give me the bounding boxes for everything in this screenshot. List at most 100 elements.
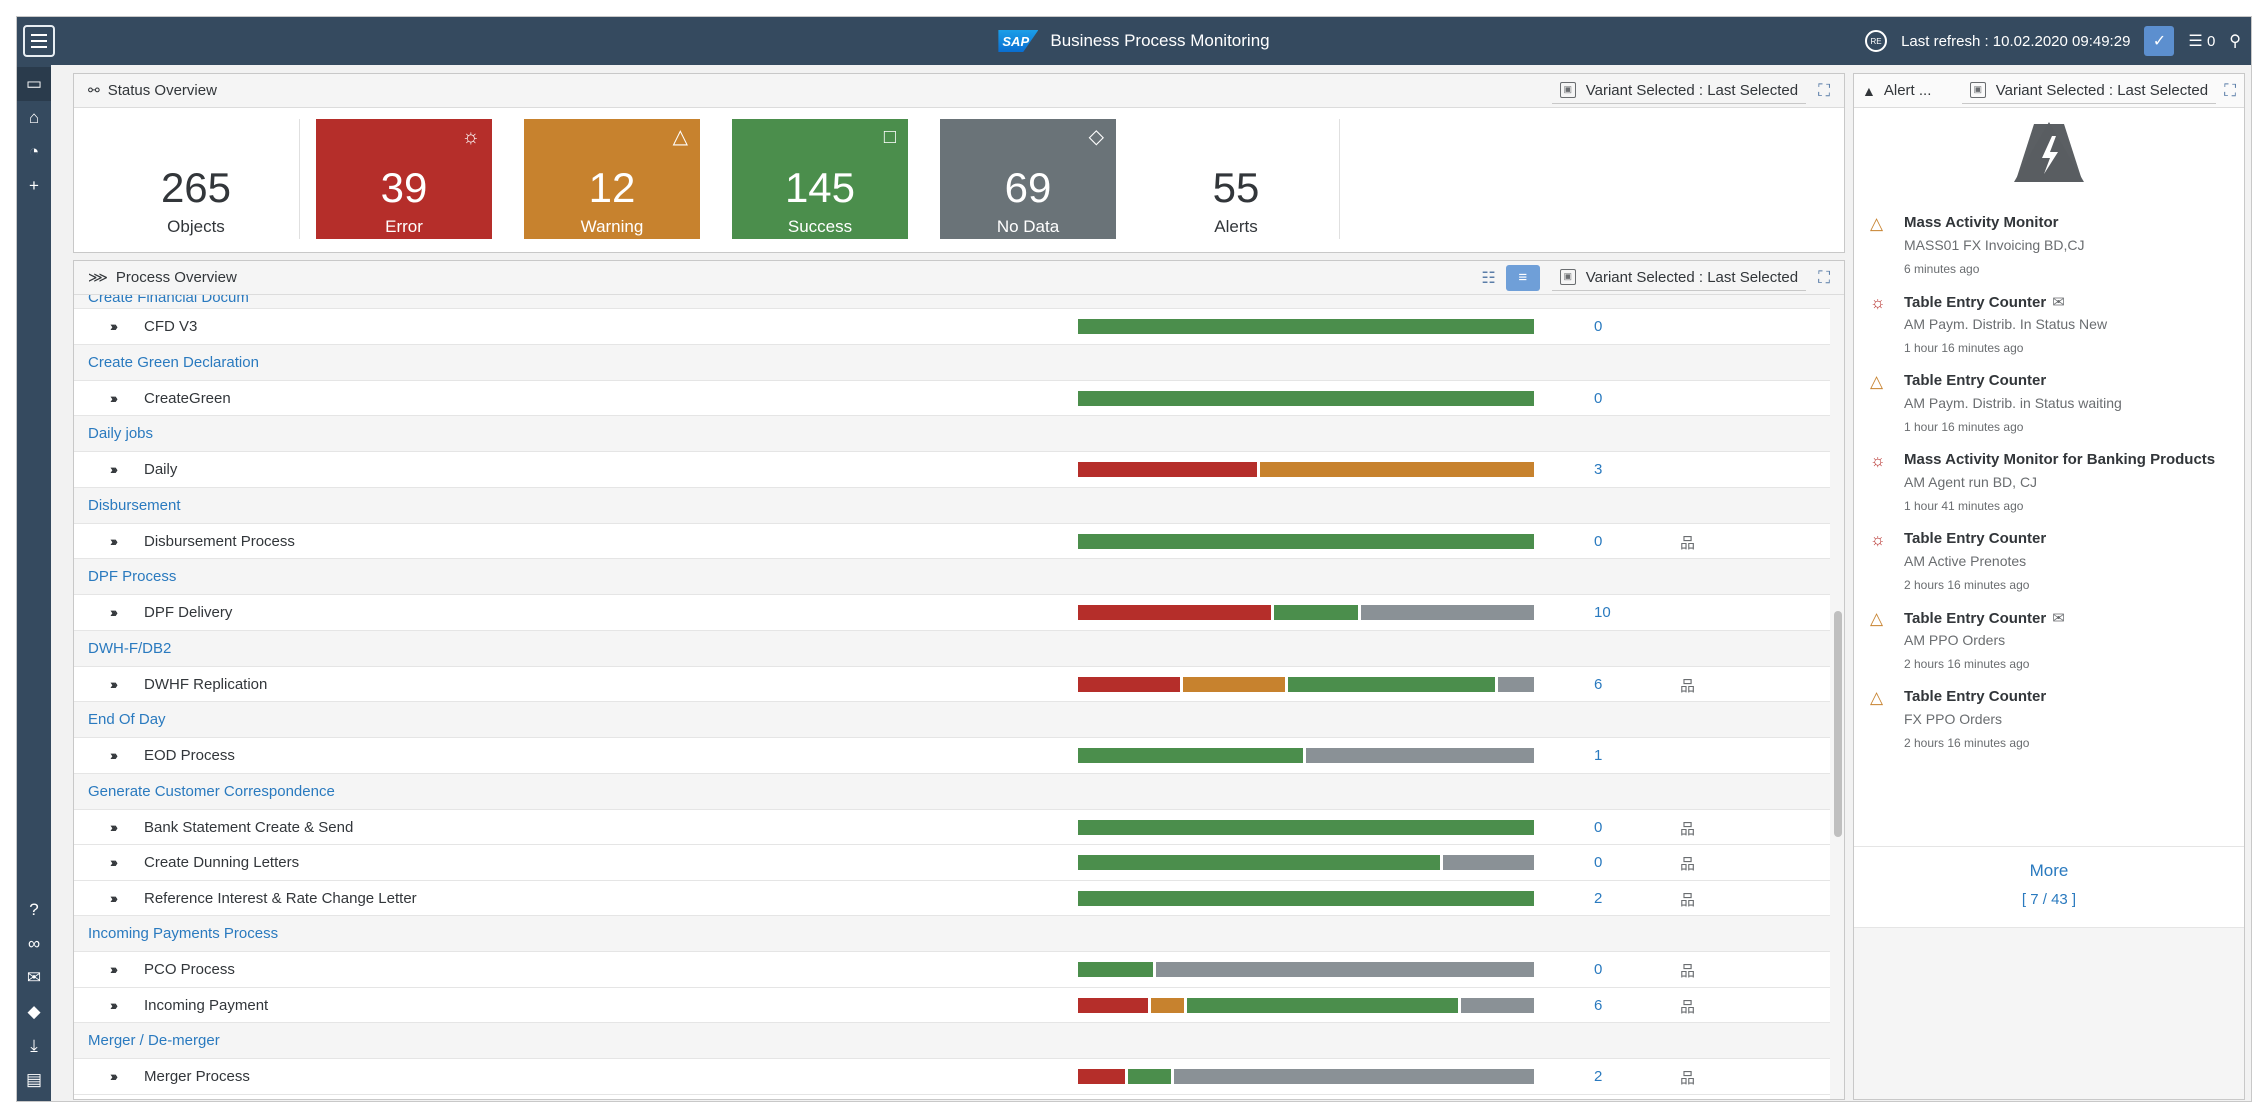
process-name[interactable]: Bank Statement Create & Send <box>144 818 354 836</box>
help-icon[interactable]: ? <box>29 900 39 919</box>
user-icon[interactable]: ⚲ <box>2229 33 2241 50</box>
process-alert-count[interactable]: 1 <box>1594 747 1603 764</box>
process-alert-count[interactable]: 0 <box>1594 318 1603 335</box>
add-icon[interactable]: + <box>29 176 39 195</box>
alert-item[interactable]: ☼ Mass Activity Monitor for Banking Produ… <box>1870 451 2234 530</box>
status-bar[interactable] <box>1078 890 1534 906</box>
alert-item[interactable]: △ Table Entry Counter ✉ AM PPO Orders 2 hour… <box>1870 609 2234 688</box>
process-row[interactable]: ›››DWHF Replication136品 <box>74 666 1830 702</box>
alert-title[interactable]: Mass Activity Monitor <box>1904 214 2058 231</box>
hierarchy-icon[interactable]: ⌂ <box>28 108 40 127</box>
process-name[interactable]: DWHF Replication <box>144 675 268 693</box>
process-name[interactable]: CFD V3 <box>144 318 198 335</box>
variant-selector[interactable]: ▣ Variant Selected : Last Selected <box>1551 78 1807 104</box>
status-tile-alerts[interactable]: 55 Alerts <box>1148 119 1340 239</box>
fullscreen-icon[interactable]: ⛶ <box>2224 80 2236 100</box>
alert-variant-selector[interactable]: ▣ Variant Selected : Last Selected <box>1961 78 2217 104</box>
process-name[interactable]: Merger Process <box>144 1068 250 1085</box>
process-row[interactable]: ›››Merger Process192品 <box>74 1059 1830 1095</box>
process-alert-count[interactable]: 6 <box>1594 996 1603 1014</box>
alert-item[interactable]: △ Table Entry Counter AM Paym. Distrib. in… <box>1870 372 2234 451</box>
clipboard-icon[interactable]: ▤ <box>25 1070 43 1089</box>
tag-icon[interactable]: ◆ <box>27 1002 41 1021</box>
dashboard-icon[interactable]: ◔ <box>28 142 40 161</box>
process-name[interactable]: Disbursement Process <box>144 532 295 550</box>
status-bar[interactable] <box>1078 462 1534 477</box>
alert-item[interactable]: △ Table Entry Counter FX PPO Orders 2 hours… <box>1870 688 2234 767</box>
process-row[interactable]: ›››DPF Delivery2110 <box>74 595 1830 631</box>
process-name[interactable]: Daily <box>144 461 178 478</box>
process-row[interactable]: ›››CFD V340 <box>74 309 1830 345</box>
email-icon[interactable]: ✉ <box>26 968 42 987</box>
monitor-icon[interactable]: ▭ <box>17 67 51 101</box>
process-variant-selector[interactable]: ▣ Variant Selected : Last Selected <box>1551 265 1807 291</box>
alert-title[interactable]: Table Entry Counter <box>1904 688 2046 705</box>
group-header[interactable]: DPF Process <box>74 559 1830 595</box>
group-header[interactable]: Disbursement <box>74 487 1830 524</box>
process-alert-count[interactable]: 3 <box>1594 461 1603 478</box>
alert-item[interactable]: △ Mass Activity Monitor MASS01 FX Invoicin… <box>1870 214 2234 293</box>
list-view-icon[interactable]: ☷ <box>1481 269 1496 287</box>
process-alert-count[interactable]: 10 <box>1594 604 1611 621</box>
link-icon[interactable]: ∞ <box>27 934 41 953</box>
group-header[interactable]: DWH-F/DB2 <box>74 630 1830 667</box>
process-alert-count[interactable]: 2 <box>1594 889 1603 907</box>
status-bar[interactable] <box>1078 319 1534 334</box>
process-alert-count[interactable]: 6 <box>1594 675 1603 693</box>
group-header[interactable]: Create Green Declaration <box>74 344 1830 381</box>
download-icon[interactable]: ⤓ <box>30 1036 38 1055</box>
status-tile-objects[interactable]: 265 Objects <box>108 119 300 239</box>
status-tile-success[interactable]: □ 145 Success <box>732 119 908 239</box>
process-name[interactable]: Incoming Payment <box>144 996 269 1014</box>
bar-view-icon[interactable]: ≡ <box>1505 264 1540 291</box>
hierarchy-icon[interactable]: 品 <box>1680 891 1696 909</box>
process-row[interactable]: ›››PCO Process60品 <box>74 952 1830 988</box>
more-button[interactable]: More <box>2029 861 2069 880</box>
alert-title[interactable]: Mass Activity Monitor for Banking Produc… <box>1904 451 2215 468</box>
status-bar[interactable] <box>1078 819 1534 835</box>
alert-title[interactable]: Table Entry Counter ✉ <box>1904 293 2065 311</box>
auto-refresh-toggle-icon[interactable]: ✓ <box>2144 26 2175 56</box>
hierarchy-icon[interactable]: 品 <box>1680 820 1696 838</box>
alert-title[interactable]: Table Entry Counter <box>1904 372 2046 389</box>
process-row[interactable]: ›››Create Dunning Letters50品 <box>74 845 1830 881</box>
status-bar[interactable] <box>1078 390 1534 406</box>
process-name[interactable]: Create Dunning Letters <box>144 854 300 871</box>
process-name[interactable]: PCO Process <box>144 961 235 978</box>
notifications-button[interactable]: ☰ 0 <box>2188 31 2215 51</box>
hierarchy-icon[interactable]: 品 <box>1680 998 1696 1016</box>
status-bar[interactable] <box>1078 855 1534 870</box>
hierarchy-icon[interactable]: 品 <box>1680 856 1696 873</box>
process-alert-count[interactable]: 0 <box>1594 389 1603 407</box>
hierarchy-icon[interactable]: 品 <box>1680 963 1696 980</box>
process-row[interactable]: ›››EOD Process21 <box>74 738 1830 774</box>
refresh-icon[interactable]: RE <box>1865 30 1888 52</box>
status-tile-warning[interactable]: △ 12 Warning <box>524 119 700 239</box>
status-tile-no-data[interactable]: ◇ 69 No Data <box>940 119 1116 239</box>
status-bar[interactable] <box>1078 1069 1534 1084</box>
process-row[interactable]: ›››Disbursement Process10品 <box>74 523 1830 559</box>
group-header[interactable]: Generate Customer Correspondence <box>74 773 1830 810</box>
process-row[interactable]: ››› Reference Interest & Rate Change Lett… <box>74 880 1830 916</box>
process-name[interactable]: CreateGreen <box>144 389 231 407</box>
alert-title[interactable]: Table Entry Counter ✉ <box>1904 609 2065 627</box>
fullscreen-icon[interactable]: ⛶ <box>1818 80 1830 100</box>
process-alert-count[interactable]: 2 <box>1594 1068 1603 1085</box>
process-row[interactable]: ›››Daily53 <box>74 452 1830 488</box>
status-bar[interactable] <box>1078 997 1534 1013</box>
process-alert-count[interactable]: 0 <box>1594 854 1603 871</box>
hierarchy-icon[interactable]: 品 <box>1680 677 1696 695</box>
hierarchy-icon[interactable]: 品 <box>1680 1070 1696 1087</box>
status-bar[interactable] <box>1078 676 1534 692</box>
process-row[interactable]: ›››CreateGreen40 <box>74 380 1830 416</box>
status-tile-error[interactable]: ☼ 39 Error <box>316 119 492 239</box>
vertical-scrollbar[interactable] <box>1830 295 1844 1099</box>
process-row[interactable]: ›››Bank Statement Create & Send50品 <box>74 809 1830 845</box>
process-alert-count[interactable]: 0 <box>1594 961 1603 978</box>
group-header[interactable]: Incoming Payments Process <box>74 916 1830 952</box>
alert-item[interactable]: ☼ Table Entry Counter AM Active Prenotes 2 … <box>1870 530 2234 609</box>
status-bar[interactable] <box>1078 605 1534 620</box>
alert-item[interactable]: ☼ Table Entry Counter ✉ AM Paym. Distrib. I… <box>1870 293 2234 372</box>
group-header[interactable]: End Of Day <box>74 702 1830 738</box>
status-bar[interactable] <box>1078 748 1534 763</box>
